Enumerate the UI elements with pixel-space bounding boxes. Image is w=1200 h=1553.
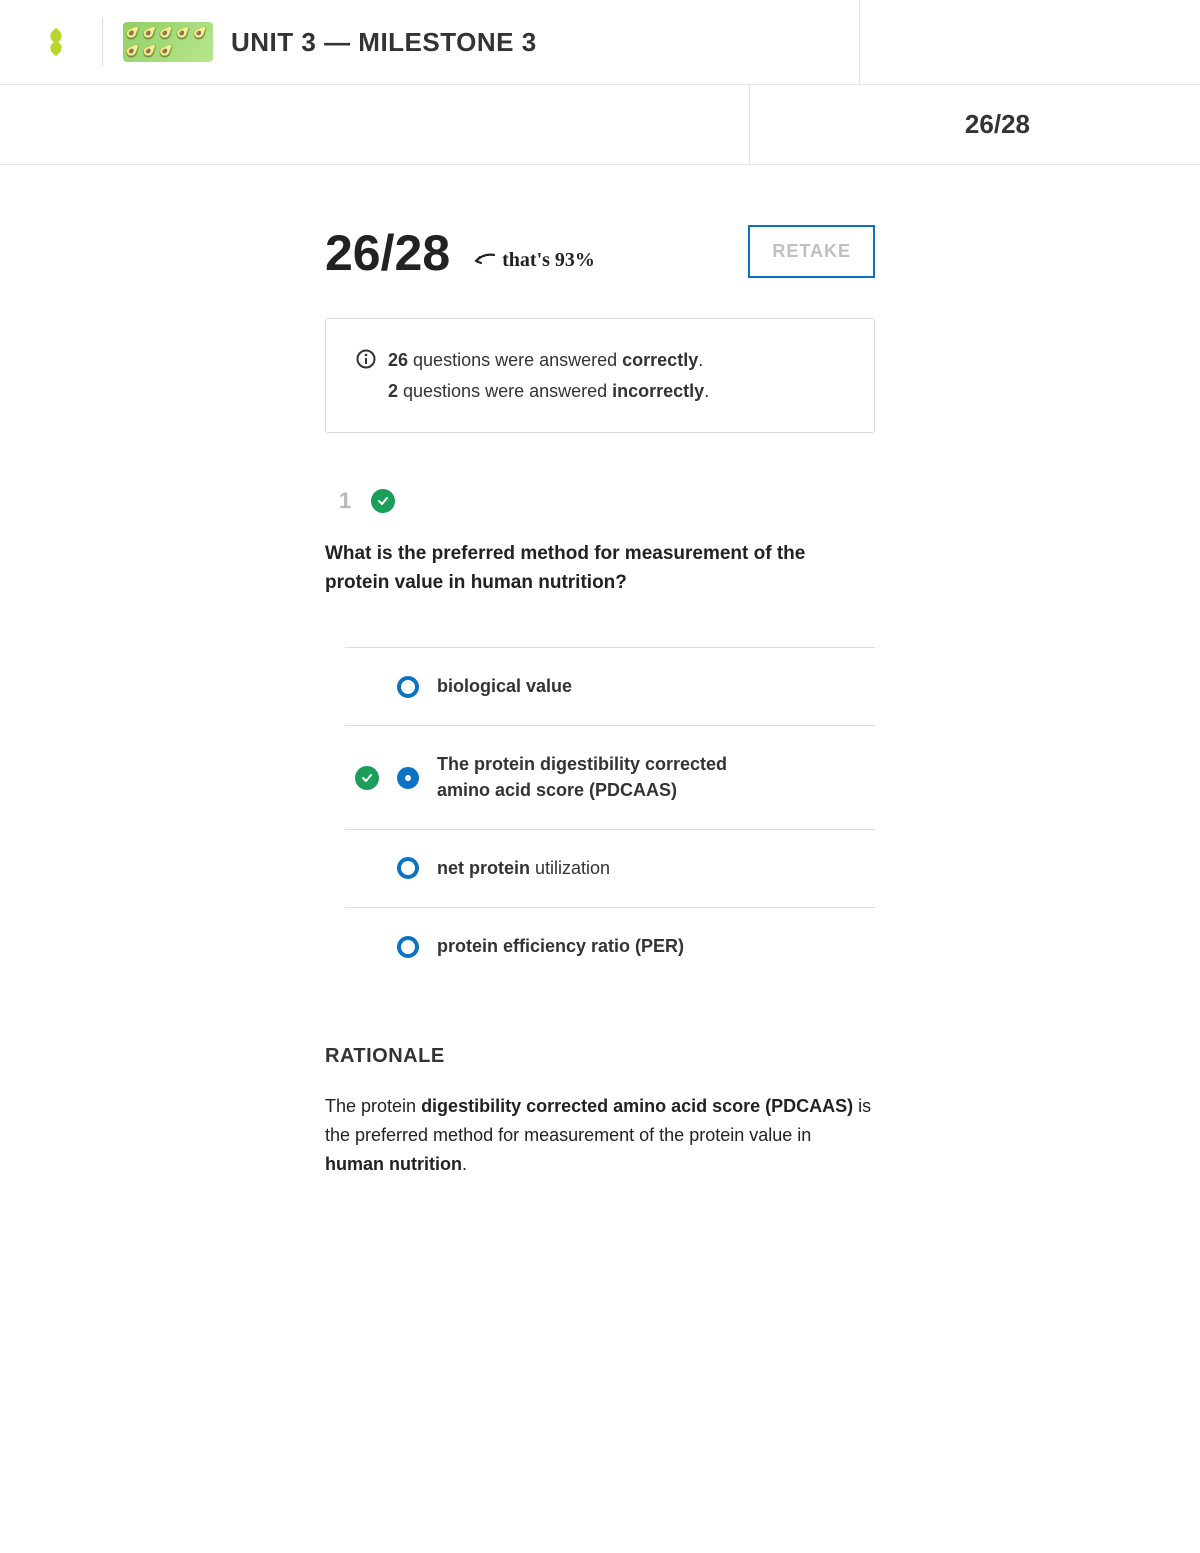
rationale-post: . — [462, 1154, 467, 1174]
summary-text: 26 questions were answered correctly. 2 … — [388, 345, 709, 406]
option-radio[interactable] — [397, 676, 419, 698]
rationale-text: The protein digestibility corrected amin… — [325, 1092, 875, 1178]
course-thumbnail[interactable] — [123, 22, 213, 62]
options-list: biological value The protein digestibilit… — [345, 647, 875, 985]
rationale-bold-1: digestibility corrected amino acid score… — [421, 1096, 853, 1116]
option-label: net protein utilization — [437, 856, 610, 881]
header-right-divider — [859, 0, 860, 84]
option-row[interactable]: The protein digestibility corrected amin… — [345, 725, 875, 828]
rationale-pre: The protein — [325, 1096, 421, 1116]
question-number-row: 1 — [325, 488, 875, 514]
incorrect-suffix: questions were answered — [398, 381, 612, 401]
correct-word: correctly — [622, 350, 698, 370]
correct-count: 26 — [388, 350, 408, 370]
info-icon — [356, 349, 376, 369]
option-correct-indicator — [355, 766, 379, 790]
main-content: 26/28 that's 93% RETAKE 26 questions wer… — [315, 225, 885, 1179]
summary-line: 26 questions were answered correctly. 2 … — [356, 345, 844, 406]
unit-title: UNIT 3 — MILESTONE 3 — [231, 27, 537, 58]
correct-badge — [355, 766, 379, 790]
option-row[interactable]: biological value — [345, 647, 875, 725]
score-bar: 26/28 — [0, 85, 1200, 165]
correct-badge — [371, 489, 395, 513]
check-icon — [377, 495, 389, 507]
option-radio[interactable] — [397, 857, 419, 879]
option-label: The protein digestibility corrected amin… — [437, 752, 777, 802]
correct-suffix: questions were answered — [408, 350, 622, 370]
score-row: 26/28 that's 93% RETAKE — [325, 225, 875, 278]
option-radio[interactable] — [397, 767, 419, 789]
score-bar-divider — [749, 85, 750, 164]
rationale-heading: RATIONALE — [325, 1045, 875, 1068]
incorrect-count: 2 — [388, 381, 398, 401]
option-label: protein efficiency ratio (PER) — [437, 934, 684, 959]
brand-logo[interactable] — [40, 26, 72, 58]
check-icon — [361, 772, 373, 784]
big-score: 26/28 — [325, 228, 450, 278]
question-text: What is the preferred method for measure… — [325, 540, 875, 597]
retake-button[interactable]: RETAKE — [748, 225, 875, 278]
arrow-icon — [470, 251, 496, 271]
percent-note: that's 93% — [470, 249, 595, 278]
page-header: UNIT 3 — MILESTONE 3 — [0, 0, 1200, 85]
option-label: biological value — [437, 674, 572, 699]
option-row[interactable]: protein efficiency ratio (PER) — [345, 907, 875, 985]
question-number: 1 — [339, 488, 351, 514]
header-divider — [102, 18, 103, 66]
score-short: 26/28 — [965, 109, 1030, 140]
option-row[interactable]: net protein utilization — [345, 829, 875, 907]
rationale-bold-2: human nutrition — [325, 1154, 462, 1174]
incorrect-word: incorrectly — [612, 381, 704, 401]
score-left: 26/28 that's 93% — [325, 228, 595, 278]
summary-box: 26 questions were answered correctly. 2 … — [325, 318, 875, 433]
percent-note-text: that's 93% — [502, 249, 595, 272]
option-radio[interactable] — [397, 936, 419, 958]
